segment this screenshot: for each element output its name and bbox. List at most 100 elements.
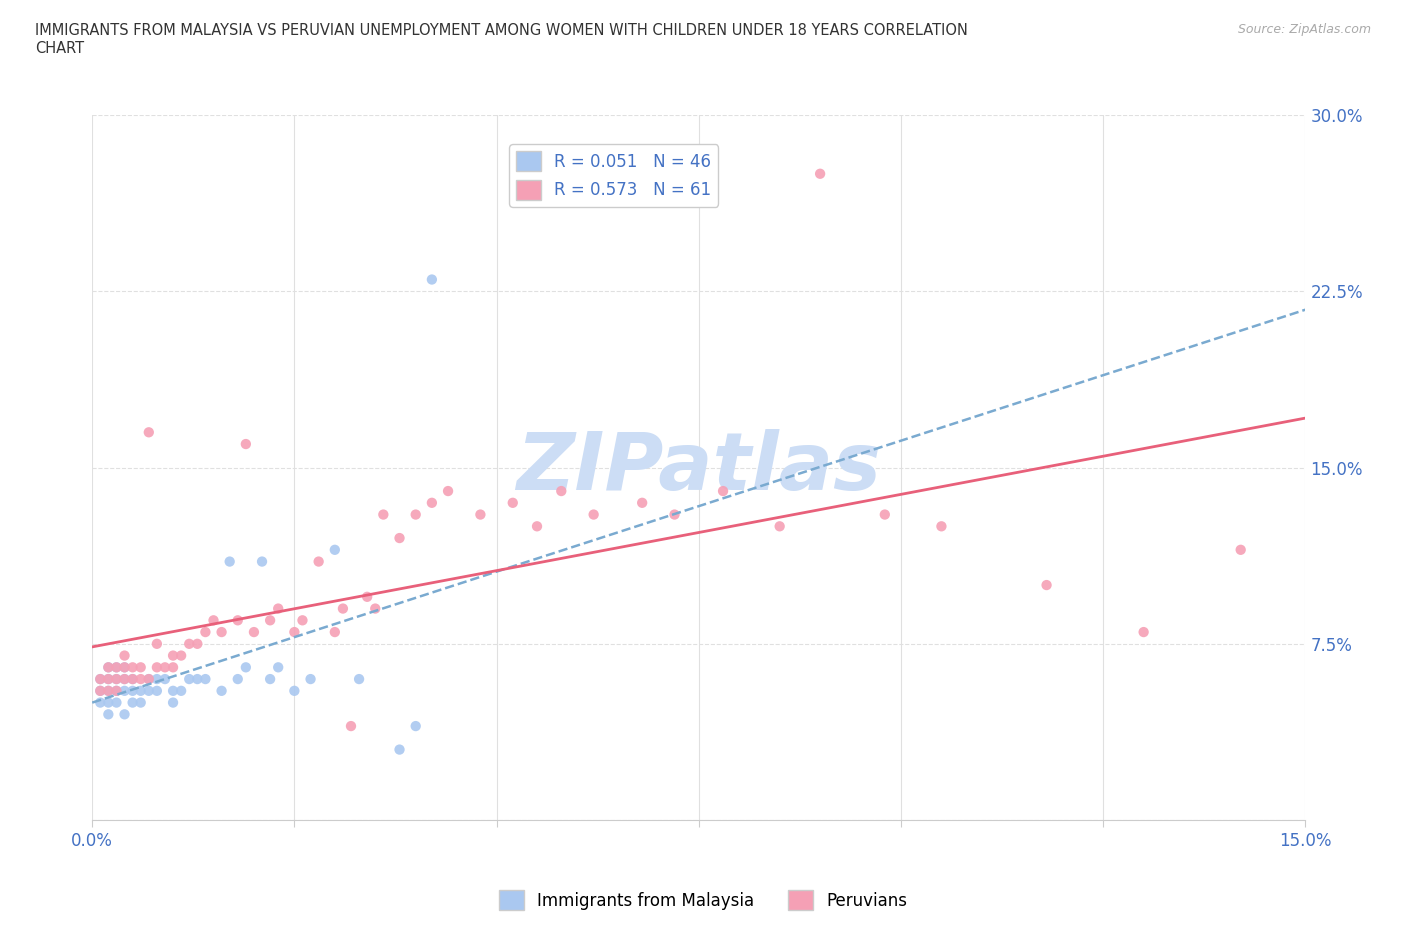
Point [97,671,120,686]
Point [129,671,152,686]
Point [405,507,427,522]
Point [202,613,225,628]
Point [97,671,120,686]
Point [186,671,208,686]
Point [502,496,524,511]
Point [129,684,152,698]
Point [121,671,143,686]
Point [373,507,395,522]
Text: Source: ZipAtlas.com: Source: ZipAtlas.com [1237,23,1371,36]
Point [162,660,184,675]
Point [146,660,169,675]
Point [1229,542,1251,557]
Point [550,484,572,498]
Point [631,496,654,511]
Point [146,684,169,698]
Text: ZIPatlas: ZIPatlas [516,429,882,507]
Point [121,671,143,686]
Point [388,742,411,757]
Point [97,660,120,675]
Point [121,695,143,710]
Point [332,601,354,616]
Point [170,648,193,663]
Point [114,684,136,698]
Point [97,660,120,675]
Point [211,625,233,640]
Point [97,684,120,698]
Point [1132,625,1154,640]
Point [526,519,548,534]
Point [114,660,136,675]
Point [97,684,120,698]
Point [89,684,111,698]
Point [89,695,111,710]
Point [105,660,128,675]
Point [347,671,370,686]
Point [146,671,169,686]
Text: IMMIGRANTS FROM MALAYSIA VS PERUVIAN UNEMPLOYMENT AMONG WOMEN WITH CHILDREN UNDE: IMMIGRANTS FROM MALAYSIA VS PERUVIAN UNE… [35,23,967,56]
Point [873,507,896,522]
Point [808,166,831,181]
Point [235,436,257,451]
Point [114,707,136,722]
Point [299,671,322,686]
Point [105,684,128,698]
Point [250,554,273,569]
Point [146,636,169,651]
Point [931,519,953,534]
Point [356,590,378,604]
Legend: R = 0.051   N = 46, R = 0.573   N = 61: R = 0.051 N = 46, R = 0.573 N = 61 [509,144,718,206]
Point [186,636,208,651]
Point [114,660,136,675]
Point [283,684,305,698]
Point [711,484,734,498]
Point [89,671,111,686]
Point [89,684,111,698]
Point [1035,578,1057,592]
Point [121,684,143,698]
Point [267,601,290,616]
Point [323,542,346,557]
Point [323,625,346,640]
Point [129,660,152,675]
Point [114,671,136,686]
Point [194,625,217,640]
Point [105,671,128,686]
Point [420,272,443,287]
Point [259,671,281,686]
Point [105,684,128,698]
Point [179,636,201,651]
Point [162,648,184,663]
Point [218,554,240,569]
Point [162,695,184,710]
Point [226,613,249,628]
Point [235,660,257,675]
Point [582,507,605,522]
Point [470,507,492,522]
Point [259,613,281,628]
Point [138,425,160,440]
Legend: Immigrants from Malaysia, Peruvians: Immigrants from Malaysia, Peruvians [492,884,914,917]
Point [364,601,387,616]
Point [405,719,427,734]
Point [153,660,176,675]
Point [105,695,128,710]
Point [179,671,201,686]
Point [138,684,160,698]
Point [162,684,184,698]
Point [420,496,443,511]
Point [194,671,217,686]
Point [308,554,330,569]
Point [138,671,160,686]
Point [283,625,305,640]
Point [138,671,160,686]
Point [437,484,460,498]
Point [105,671,128,686]
Point [97,707,120,722]
Point [664,507,686,522]
Point [769,519,792,534]
Point [267,660,290,675]
Point [226,671,249,686]
Point [89,671,111,686]
Point [153,671,176,686]
